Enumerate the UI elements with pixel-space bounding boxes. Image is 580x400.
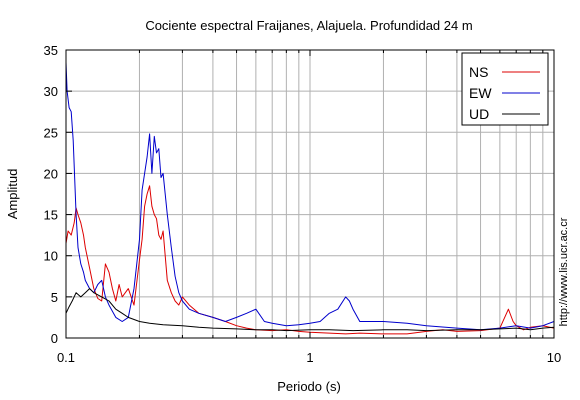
chart-title: Cociente espectral Fraijanes, Alajuela. … xyxy=(145,18,472,33)
axis-ticks: 0 5 10 15 20 25 30 35 0.1 1 10 xyxy=(44,43,562,365)
y-tick-label: 30 xyxy=(44,84,58,99)
data-series xyxy=(65,62,555,335)
y-tick-label: 25 xyxy=(44,125,58,140)
y-tick-label: 0 xyxy=(51,331,58,346)
series-line-ud xyxy=(65,288,555,332)
legend: NS EW UD xyxy=(461,52,549,126)
legend-label-ud: UD xyxy=(469,106,489,122)
watermark-url: http://www.lis.ucr.ac.cr xyxy=(558,217,570,326)
series-line-ns xyxy=(65,185,555,335)
legend-box xyxy=(461,52,549,126)
y-tick-label: 20 xyxy=(44,166,58,181)
x-tick-label: 1 xyxy=(306,350,313,365)
legend-label-ns: NS xyxy=(469,64,488,80)
y-tick-label: 10 xyxy=(44,249,58,264)
legend-label-ew: EW xyxy=(469,85,492,101)
y-tick-label: 5 xyxy=(51,290,58,305)
x-tick-label: 10 xyxy=(547,350,561,365)
x-axis-label: Periodo (s) xyxy=(277,379,341,394)
x-tick-label: 0.1 xyxy=(57,350,75,365)
y-tick-label: 15 xyxy=(44,208,58,223)
y-tick-label: 35 xyxy=(44,43,58,58)
grid-lines xyxy=(65,49,554,339)
y-axis-label: Amplitud xyxy=(5,169,20,220)
